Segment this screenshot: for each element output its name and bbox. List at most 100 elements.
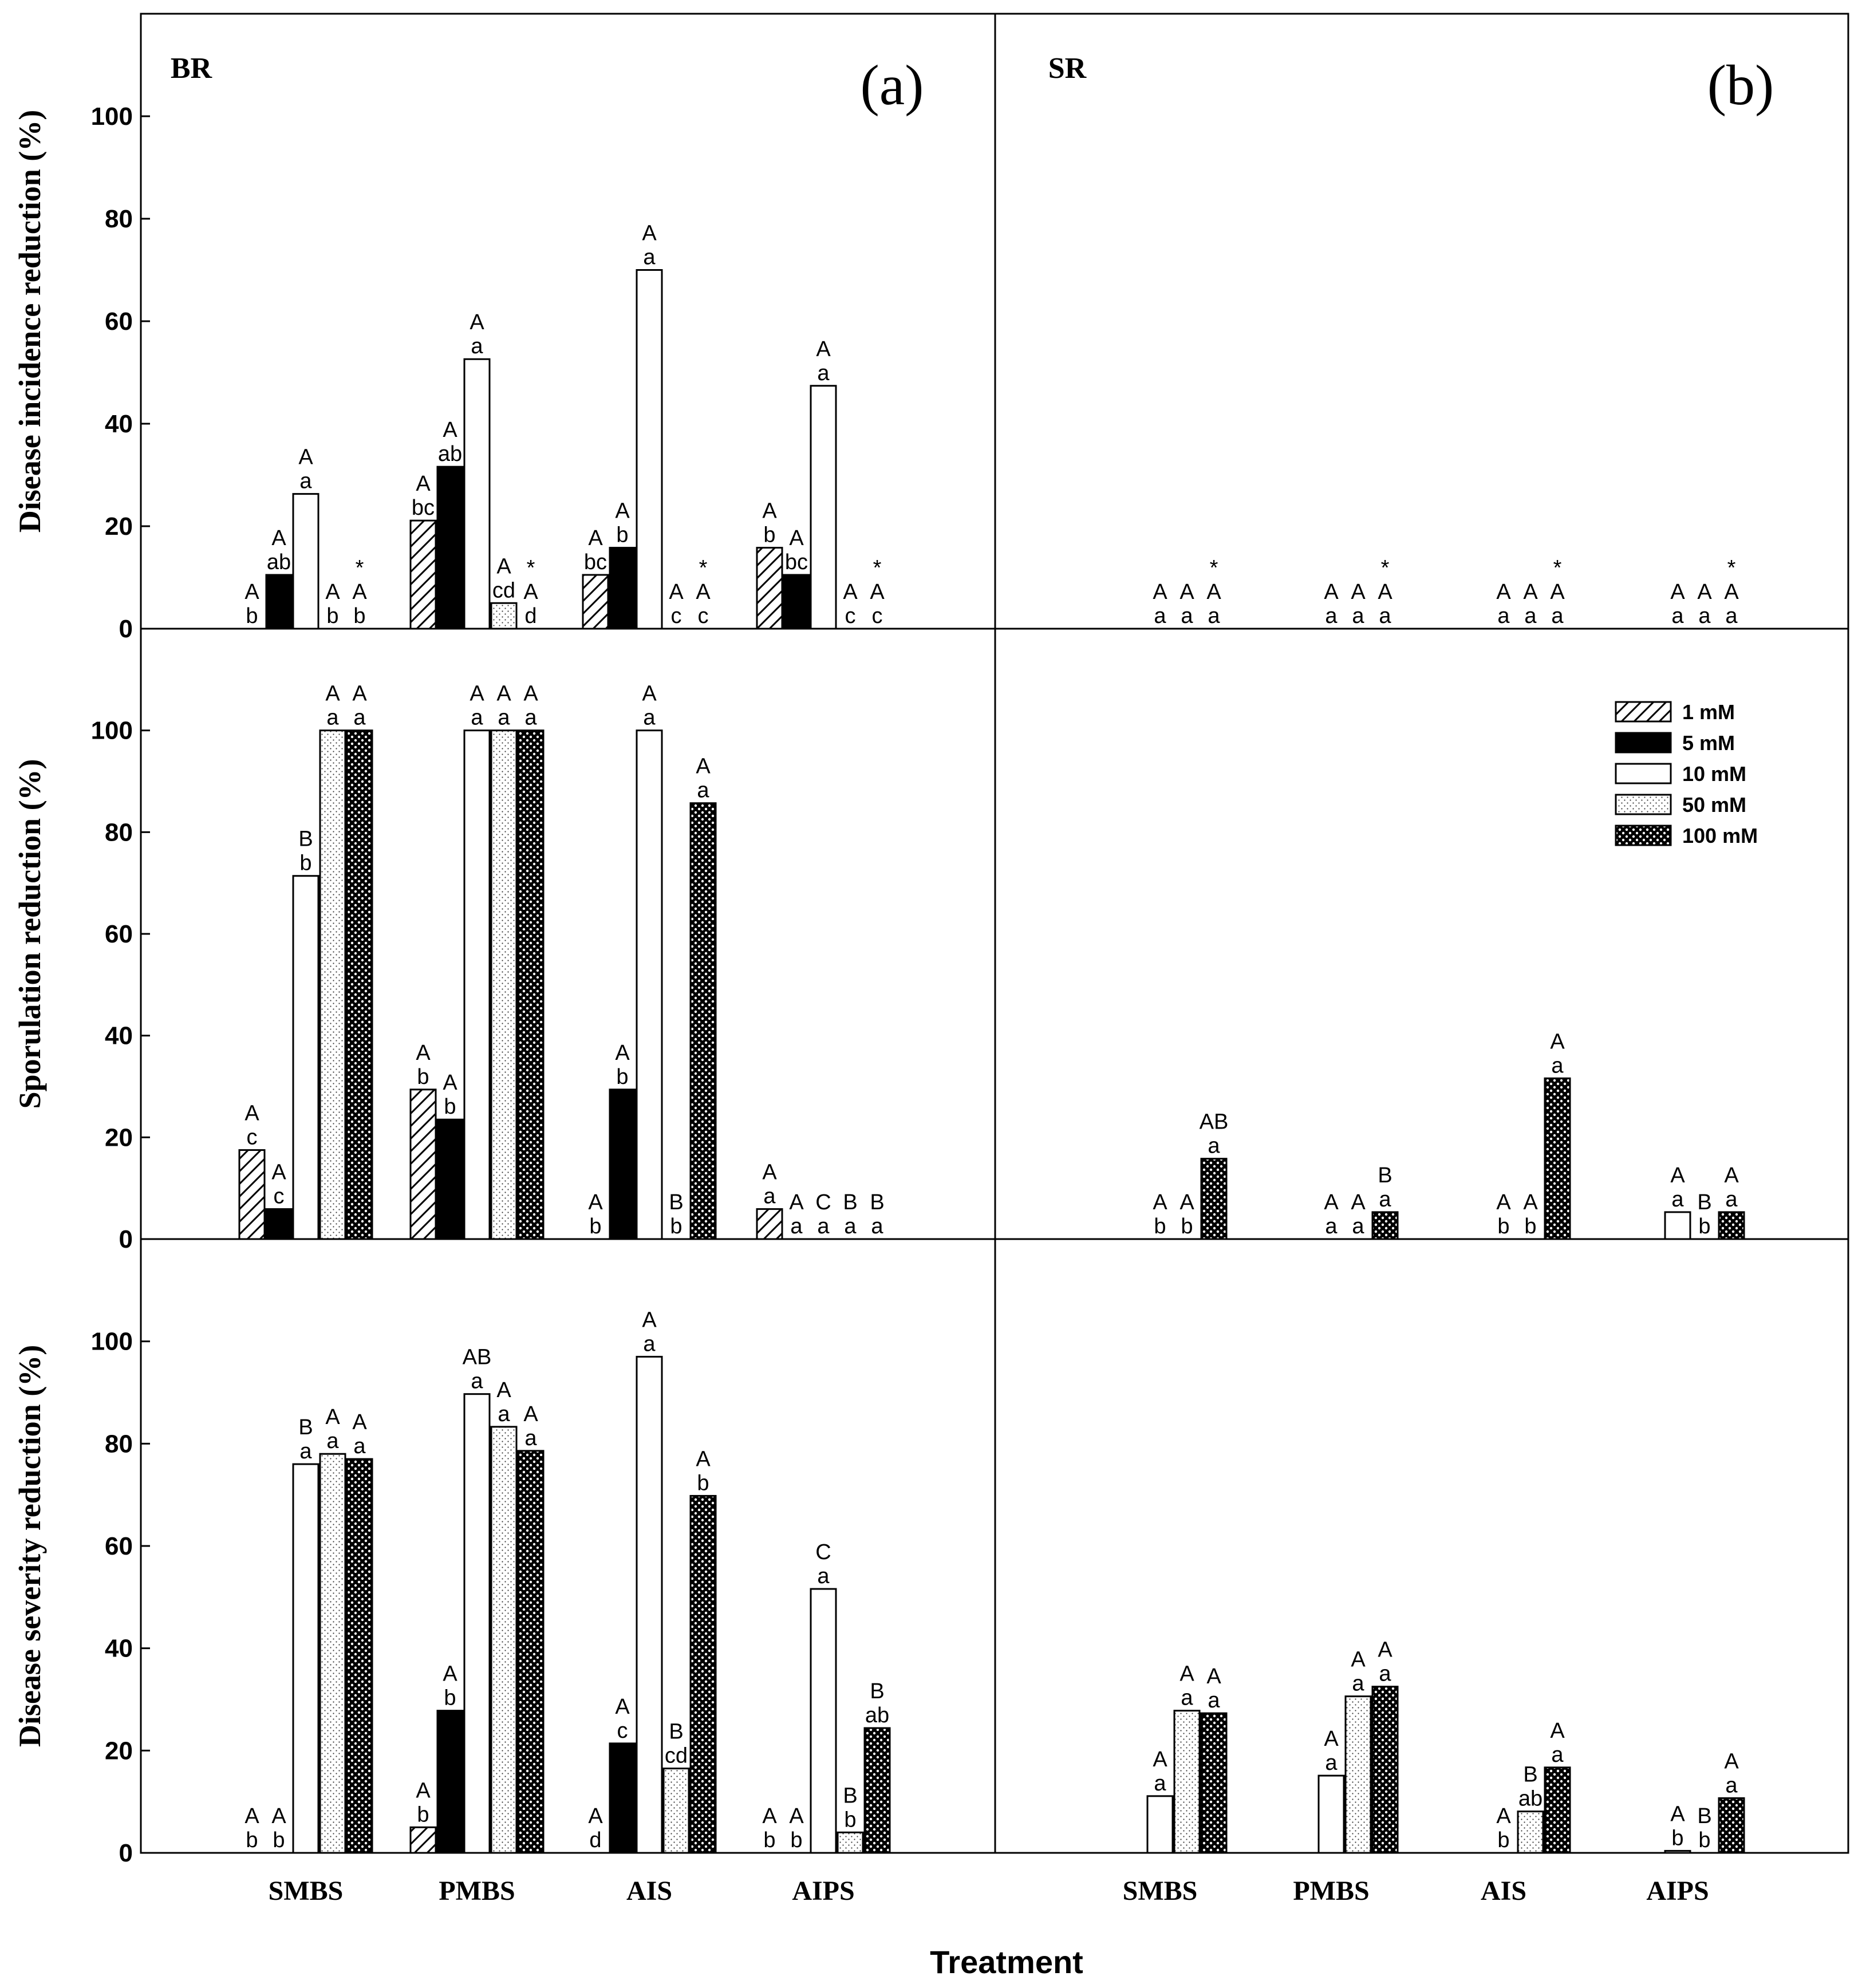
significance-label: a (1208, 1689, 1220, 1713)
significance-label: b (763, 1828, 775, 1852)
significance-label: a (353, 1434, 366, 1458)
bar-br-ais-1 (609, 547, 636, 630)
bar-br-smbs-4 (346, 1458, 373, 1854)
legend-label: 100 mM (1682, 824, 1758, 847)
significance-label: a (1671, 604, 1684, 628)
significance-label: A (1153, 580, 1167, 604)
significance-label: A (1153, 1748, 1167, 1772)
significance-label: A (843, 580, 858, 604)
significance-label: b (616, 1065, 628, 1089)
significance-label: A (1724, 1163, 1739, 1188)
significance-label: c (617, 1719, 628, 1743)
significance-label: a (1352, 1214, 1364, 1238)
significance-label: b (1181, 1214, 1193, 1238)
bar-br-smbs-1 (265, 574, 293, 630)
bar-br-pmbs-2 (463, 358, 491, 630)
significance-label: b (326, 604, 338, 628)
significance-label: B (669, 1190, 683, 1214)
significance-label: a (1208, 604, 1220, 628)
y-tick-label: 60 (105, 307, 133, 336)
x-category-label: AIPS (1646, 1876, 1709, 1906)
y-tick-label: 100 (91, 102, 133, 131)
y-tick-label: 40 (105, 1635, 133, 1663)
significance-label: b (1698, 1214, 1710, 1238)
significance-label: b (1671, 1826, 1683, 1850)
significance-label: b (616, 523, 628, 547)
cultivar-label-br: BR (171, 52, 213, 85)
significance-label: B (1697, 1804, 1711, 1828)
x-category-label: AIPS (792, 1876, 854, 1906)
significance-label: * (527, 556, 535, 580)
significance-label: A (470, 682, 484, 706)
significance-label: A (1351, 580, 1366, 604)
legend-swatch (1615, 732, 1672, 754)
bar-br-pmbs-1 (436, 466, 464, 630)
x-category-label: PMBS (439, 1876, 515, 1906)
significance-label: A (470, 310, 484, 334)
significance-label: cd (665, 1744, 688, 1768)
significance-label: A (1351, 1648, 1366, 1672)
legend-swatch (1615, 825, 1672, 846)
bar-br-pmbs-3 (490, 1426, 518, 1854)
legend-label: 5 mM (1682, 731, 1735, 755)
significance-label: a (1379, 1662, 1391, 1686)
significance-label: A (244, 1804, 259, 1828)
significance-label: b (417, 1065, 429, 1089)
significance-label: A (1670, 1802, 1685, 1826)
bar-sr-smbs-4 (1200, 1158, 1228, 1240)
bar-br-pmbs-3 (490, 729, 518, 1240)
bar-sr-pmbs-3 (1344, 1695, 1372, 1854)
significance-label: a (1725, 1188, 1738, 1212)
legend-swatch (1615, 763, 1672, 784)
cultivar-label-sr: SR (1048, 52, 1087, 85)
bar-sr-aips-2 (1664, 1849, 1691, 1854)
significance-label: b (763, 523, 775, 547)
legend-swatch (1615, 701, 1672, 723)
significance-label: b (589, 1214, 601, 1238)
significance-label: c (671, 604, 682, 628)
significance-label: b (444, 1686, 456, 1710)
significance-label: b (353, 604, 365, 628)
significance-label: A (496, 554, 511, 578)
significance-label: a (471, 334, 483, 358)
bar-br-ais-3 (662, 1768, 690, 1854)
significance-label: A (588, 526, 603, 550)
significance-label: A (1378, 580, 1392, 604)
significance-label: a (790, 1214, 803, 1238)
significance-label: A (1324, 1190, 1339, 1214)
significance-label: A (1324, 580, 1339, 604)
significance-label: A (271, 1804, 286, 1828)
significance-label: bc (785, 550, 808, 574)
legend-label: 10 mM (1682, 762, 1746, 786)
significance-label: a (299, 470, 312, 494)
significance-label: b (1698, 1828, 1710, 1852)
bar-sr-smbs-4 (1200, 1712, 1228, 1854)
significance-label: * (699, 556, 708, 580)
significance-label: a (763, 1185, 776, 1209)
x-category-label: SMBS (269, 1876, 344, 1906)
significance-label: A (1670, 580, 1685, 604)
y-tick-label: 20 (105, 512, 133, 541)
significance-label: A (588, 1190, 603, 1214)
significance-label: A (1351, 1190, 1366, 1214)
significance-label: A (1670, 1163, 1685, 1188)
significance-label: A (271, 1161, 286, 1185)
bar-br-aips-3 (837, 1831, 864, 1854)
significance-label: A (325, 682, 340, 706)
significance-label: b (246, 1828, 258, 1852)
bar-sr-ais-3 (1517, 1811, 1544, 1854)
bar-br-smbs-2 (292, 1463, 319, 1854)
bar-br-pmbs-0 (409, 1826, 437, 1854)
significance-label: A (298, 445, 313, 470)
significance-label: A (870, 580, 885, 604)
significance-label: a (471, 706, 483, 730)
y-tick-label: 100 (91, 717, 133, 745)
significance-label: a (643, 246, 656, 270)
bar-sr-smbs-2 (1146, 1795, 1174, 1854)
significance-label: AB (463, 1346, 492, 1370)
significance-label: A (325, 1405, 340, 1429)
significance-label: c (872, 604, 883, 628)
significance-label: a (498, 706, 510, 730)
y-tick-label: 40 (105, 1022, 133, 1050)
